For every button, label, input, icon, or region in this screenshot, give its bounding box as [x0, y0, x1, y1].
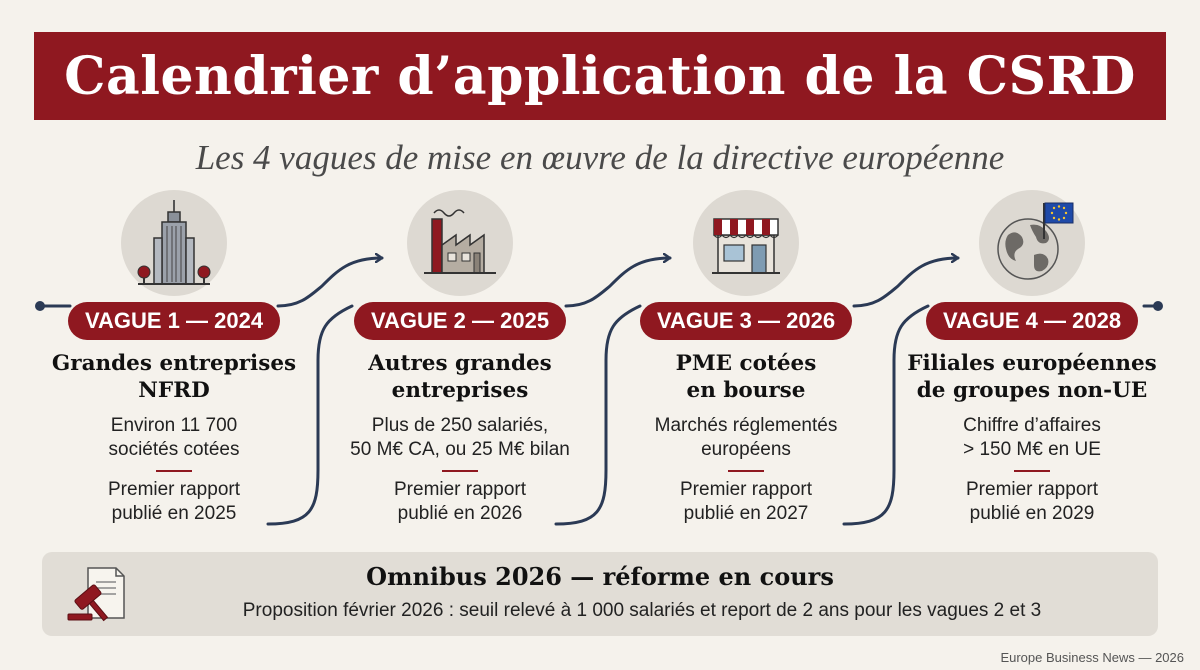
wave-2-icon-circle [407, 190, 513, 296]
wave-3-description: Marchés réglementés européens [654, 415, 838, 460]
wave-4-badge: VAGUE 4 — 2028 [925, 302, 1139, 340]
wave-3-first-report: Premier rapport publié en 2027 [680, 479, 812, 524]
wave-1-icon-circle [121, 190, 227, 296]
wave-3-title: PME cotées en bourse [675, 351, 817, 403]
wave-connector-1-2-return [266, 304, 354, 526]
wave-4-title: Filiales européennes de groupes non-UE [907, 351, 1157, 403]
wave-card-1: VAGUE 1 — 2024 Grandes entreprises NFRD … [39, 190, 309, 526]
wave-4-icon-circle [979, 190, 1085, 296]
wave-card-3: VAGUE 3 — 2026 PME cotées en bourse Marc… [611, 190, 881, 526]
omnibus-panel: Omnibus 2026 — réforme en cours Proposit… [42, 552, 1158, 636]
wave-1-title: Grandes entreprises NFRD [51, 351, 297, 403]
skyscraper-icon [137, 200, 211, 285]
gavel-document-icon [67, 567, 125, 622]
timeline-line [35, 258, 1163, 526]
wave-connector-1-2 [276, 258, 384, 308]
wave-connector-3-4 [852, 258, 960, 308]
omnibus-title: Omnibus 2026 — réforme en cours [366, 562, 834, 591]
wave-2-badge: VAGUE 2 — 2025 [353, 302, 567, 340]
wave-1-badge: VAGUE 1 — 2024 [67, 302, 281, 340]
wave-4-separator [1014, 470, 1050, 472]
globe-eu-flag-icon [997, 202, 1074, 280]
wave-3-badge: VAGUE 3 — 2026 [639, 302, 853, 340]
wave-1-separator [156, 470, 192, 472]
wave-3-icon-circle [693, 190, 799, 296]
title-banner: Calendrier d’application de la CSRD [34, 32, 1166, 120]
wave-card-4: VAGUE 4 — 2028 Filiales européennes de g… [897, 190, 1167, 526]
wave-1-first-report: Premier rapport publié en 2025 [108, 479, 240, 524]
source-credit: Europe Business News — 2026 [1000, 650, 1184, 665]
wave-3-separator [728, 470, 764, 472]
wave-connector-3-4-return [842, 304, 930, 526]
wave-4-first-report: Premier rapport publié en 2029 [966, 479, 1098, 524]
wave-1-description: Environ 11 700 sociétés cotées [108, 415, 240, 460]
wave-connector-2-3 [564, 258, 672, 308]
wave-4-description: Chiffre d’affaires > 150 M€ en UE [963, 415, 1101, 460]
timeline-end-dot [1153, 301, 1163, 311]
wave-connector-2-3-return [554, 304, 642, 526]
wave-2-description: Plus de 250 salariés, 50 M€ CA, ou 25 M€… [350, 415, 570, 460]
wave-2-title: Autres grandes entreprises [368, 351, 552, 403]
shop-icon [712, 218, 780, 274]
wave-2-first-report: Premier rapport publié en 2026 [394, 479, 526, 524]
page-title: Calendrier d’application de la CSRD [64, 45, 1136, 107]
factory-icon [424, 209, 496, 274]
page-subtitle: Les 4 vagues de mise en œuvre de la dire… [195, 138, 1005, 177]
omnibus-description: Proposition février 2026 : seuil relevé … [242, 600, 1042, 621]
wave-2-separator [442, 470, 478, 472]
wave-card-2: VAGUE 2 — 2025 Autres grandes entreprise… [325, 190, 595, 526]
